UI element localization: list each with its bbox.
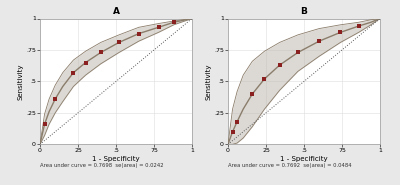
Point	[295, 51, 301, 54]
Point	[229, 130, 236, 133]
Text: Area under curve = 0.7692  se(area) = 0.0484: Area under curve = 0.7692 se(area) = 0.0…	[228, 163, 352, 168]
Point	[98, 51, 104, 54]
Title: B: B	[300, 7, 308, 16]
X-axis label: 1 - Specificity: 1 - Specificity	[92, 156, 140, 162]
Point	[276, 64, 283, 67]
Title: A: A	[112, 7, 120, 16]
X-axis label: 1 - Specificity: 1 - Specificity	[280, 156, 328, 162]
Point	[116, 41, 122, 44]
Point	[316, 40, 322, 43]
Y-axis label: Sensitivity: Sensitivity	[17, 63, 23, 100]
Point	[234, 120, 240, 123]
Point	[70, 71, 77, 74]
Point	[41, 123, 48, 126]
Point	[155, 26, 162, 29]
Point	[52, 97, 58, 100]
Point	[136, 32, 142, 35]
Text: Area under curve = 0.7698  se(area) = 0.0242: Area under curve = 0.7698 se(area) = 0.0…	[40, 163, 164, 168]
Point	[337, 31, 344, 34]
Point	[261, 77, 268, 80]
Y-axis label: Sensitivity: Sensitivity	[205, 63, 211, 100]
Point	[249, 92, 256, 95]
Point	[356, 25, 362, 28]
Point	[170, 21, 177, 24]
Point	[82, 61, 89, 64]
